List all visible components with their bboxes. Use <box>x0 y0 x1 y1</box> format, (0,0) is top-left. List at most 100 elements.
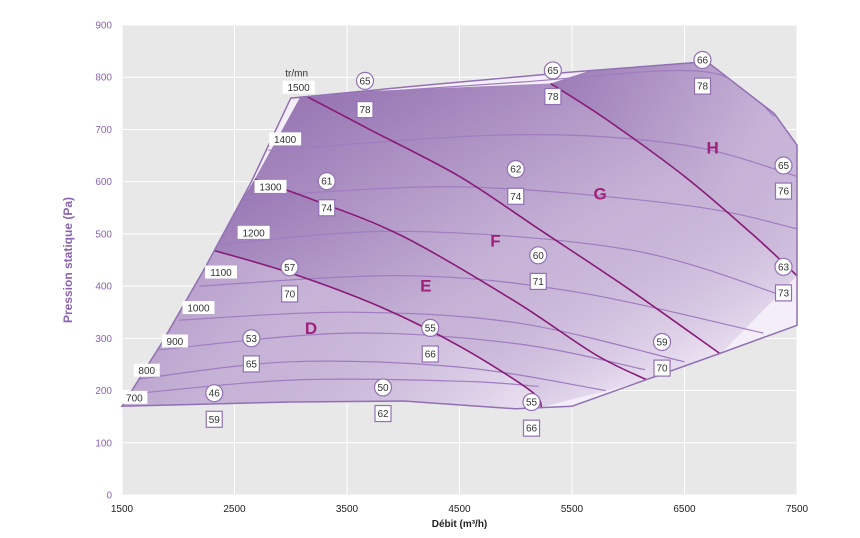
zone-boundary-E <box>254 178 648 381</box>
speed-label-bg <box>237 225 270 239</box>
axis-ticks: 1500 2500 3500 4500 5500 6500 7500 0 100 200 300 40… <box>95 21 808 516</box>
y-axis-label: Pression statique (Pa) <box>61 197 75 323</box>
sound-circle-value: 50 <box>377 383 389 394</box>
zone-label-E: E <box>420 276 431 295</box>
sound-circle-value: 46 <box>209 389 221 400</box>
sound-box <box>653 359 671 377</box>
sound-circle <box>693 50 712 70</box>
sound-circle-value: 62 <box>510 165 522 176</box>
zone-region-G <box>302 83 797 354</box>
sound-circle <box>242 329 261 348</box>
sound-box <box>318 199 336 217</box>
sound-circle <box>317 172 336 191</box>
speed-label-800: 800 <box>138 366 155 377</box>
sound-box <box>529 272 547 291</box>
sound-circle <box>543 61 562 80</box>
sound-box <box>374 404 392 423</box>
speed-label-bg <box>269 132 302 146</box>
sound-box-value: 73 <box>778 288 790 299</box>
sound-box-value: 76 <box>778 187 790 198</box>
speed-label-1500: 1500 <box>288 83 311 94</box>
sound-circle-value: 55 <box>526 398 538 409</box>
speed-label-bg <box>121 390 148 404</box>
zone-region-H <box>550 61 797 409</box>
x-tick-label: 5500 <box>561 504 584 515</box>
sound-box <box>774 182 793 200</box>
speed-curves <box>124 69 797 396</box>
x-tick-label: 1500 <box>111 504 134 515</box>
sound-box-value: 74 <box>321 203 333 214</box>
speed-curve-1400 <box>268 133 797 177</box>
sound-box <box>356 100 374 119</box>
sound-circle <box>652 332 672 352</box>
y-tick-label: 200 <box>95 386 112 397</box>
sound-circle <box>774 156 793 175</box>
sound-box <box>544 87 562 106</box>
speed-label-bg <box>161 334 188 348</box>
sound-circle <box>529 246 548 265</box>
sound-circle <box>774 257 793 276</box>
sound-circle-value: 55 <box>425 323 437 334</box>
sound-box-value: 66 <box>526 424 538 435</box>
speed-label-bg <box>254 179 287 193</box>
speed-label-1000: 1000 <box>187 304 210 315</box>
sound-box-value: 78 <box>547 92 559 103</box>
x-axis-label: Débit (m³/h) <box>432 519 488 530</box>
y-tick-label: 0 <box>106 491 112 502</box>
sound-box <box>522 419 541 437</box>
speed-label-1400: 1400 <box>274 135 297 146</box>
speed-label-bg <box>282 80 315 94</box>
speed-label-700: 700 <box>126 393 143 404</box>
sound-box <box>242 355 260 373</box>
speed-label-bg <box>182 301 215 315</box>
zone-region-E <box>210 179 648 408</box>
sound-circle-value: 65 <box>778 161 790 172</box>
zone-boundary-F <box>301 93 721 355</box>
x-tick-label: 6500 <box>673 504 696 515</box>
x-tick-label: 3500 <box>336 504 359 515</box>
sound-circle-value: 65 <box>547 66 559 77</box>
speed-label-1100: 1100 <box>210 268 232 279</box>
sound-circle <box>280 258 299 277</box>
sound-circle <box>506 160 525 179</box>
sound-circle-value: 61 <box>321 177 333 188</box>
zone-region-D <box>122 61 542 409</box>
sound-box-value: 65 <box>246 359 258 370</box>
zone-boundary-G <box>550 82 797 277</box>
sound-circle-value: 65 <box>359 76 371 87</box>
x-tick-label: 7500 <box>786 504 809 515</box>
zone-labels: D E F G H <box>305 138 719 338</box>
zone-boundaries <box>210 82 797 408</box>
speed-curve-1100 <box>199 275 764 334</box>
sound-box <box>774 284 793 302</box>
sound-box <box>205 410 223 428</box>
speed-label-bg <box>205 265 237 279</box>
sound-circle-value: 53 <box>246 334 258 345</box>
speed-label-900: 900 <box>167 337 184 348</box>
y-tick-label: 400 <box>95 282 112 293</box>
speed-labels: 700 800 900 1000 1100 1200 1300 1400 1500 <box>121 80 315 404</box>
x-tick-label: 2500 <box>223 504 246 515</box>
sound-box-value: 71 <box>533 277 545 288</box>
sound-box <box>281 285 299 303</box>
zone-label-F: F <box>490 231 500 250</box>
sound-box-value: 74 <box>510 192 522 203</box>
speed-curve-900 <box>159 332 646 371</box>
y-tick-label: 900 <box>95 21 112 32</box>
sound-box-value: 70 <box>284 289 296 300</box>
sound-box <box>421 345 439 363</box>
sound-box-value: 78 <box>697 82 709 93</box>
speed-unit-label: tr/mn <box>285 69 308 80</box>
speed-curve-800 <box>137 360 606 392</box>
speed-curve-1000 <box>179 311 685 363</box>
zone-boundary-D <box>210 248 543 408</box>
sound-box-value: 70 <box>656 364 668 375</box>
speed-label-1300: 1300 <box>259 182 282 193</box>
sound-box <box>507 187 525 205</box>
sound-box-value: 66 <box>425 350 437 361</box>
y-tick-label: 700 <box>95 125 112 136</box>
sound-power-circles: 65 65 66 61 62 65 57 60 63 53 55 59 46 50 55 <box>205 50 793 412</box>
zone-label-G: G <box>594 184 607 203</box>
y-tick-label: 500 <box>95 229 112 240</box>
